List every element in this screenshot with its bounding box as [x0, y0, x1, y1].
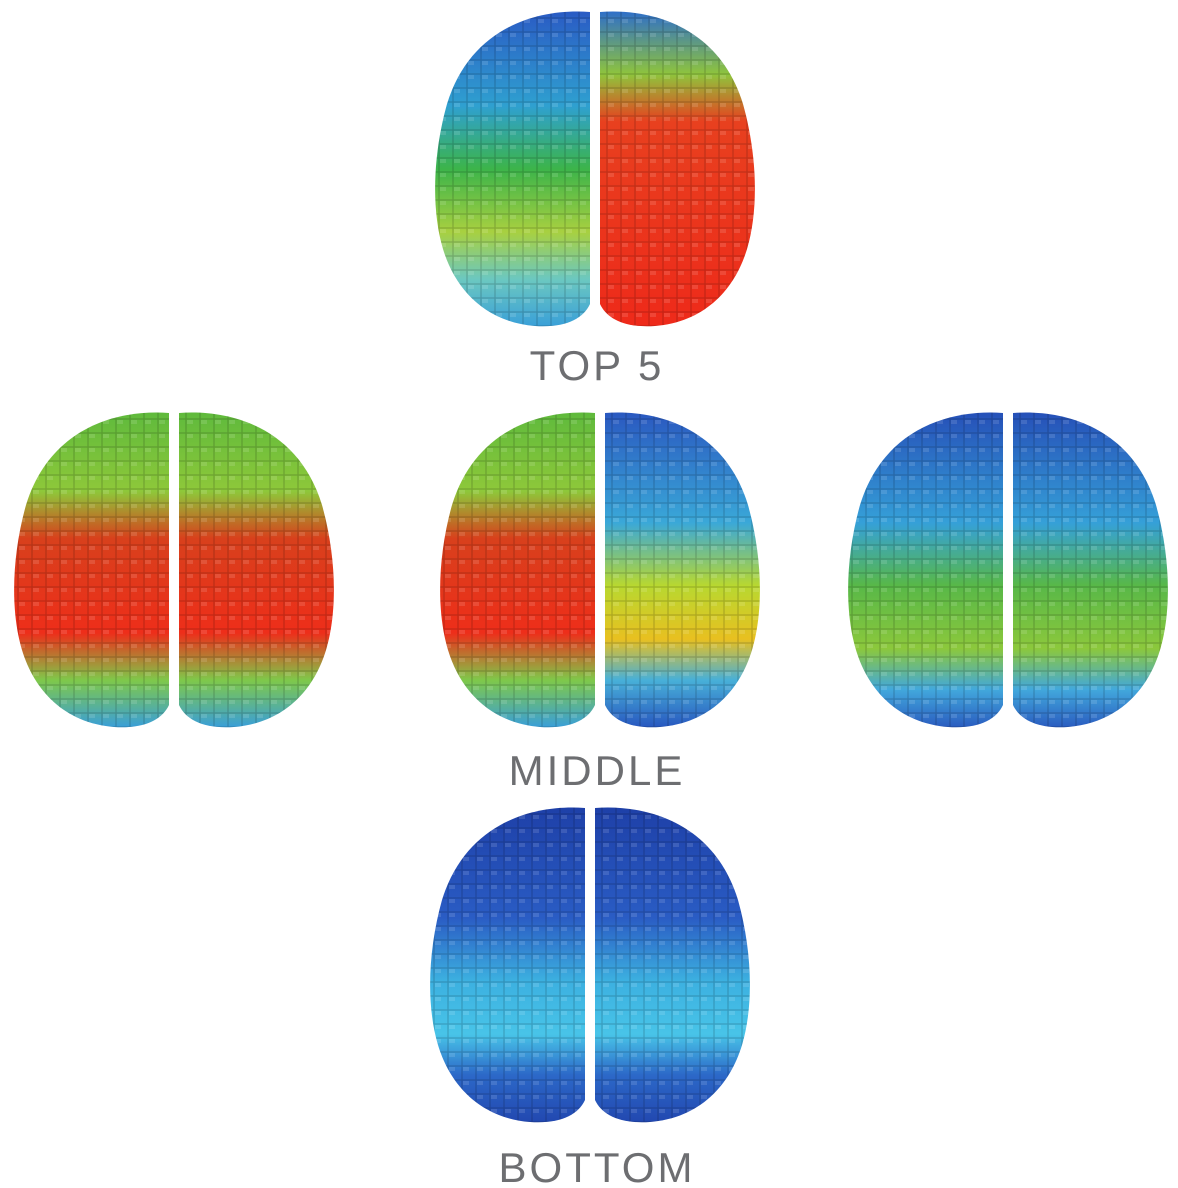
- label: MIDDLE: [509, 747, 686, 794]
- label: TOP 5: [530, 342, 665, 389]
- brain-middle-center: [440, 412, 760, 728]
- label: BOTTOM: [499, 1144, 696, 1188]
- brain-middle-right: [848, 412, 1168, 728]
- brain-bottom: [430, 807, 750, 1123]
- brain-top: [435, 11, 755, 327]
- brain-middle-left: [14, 412, 334, 728]
